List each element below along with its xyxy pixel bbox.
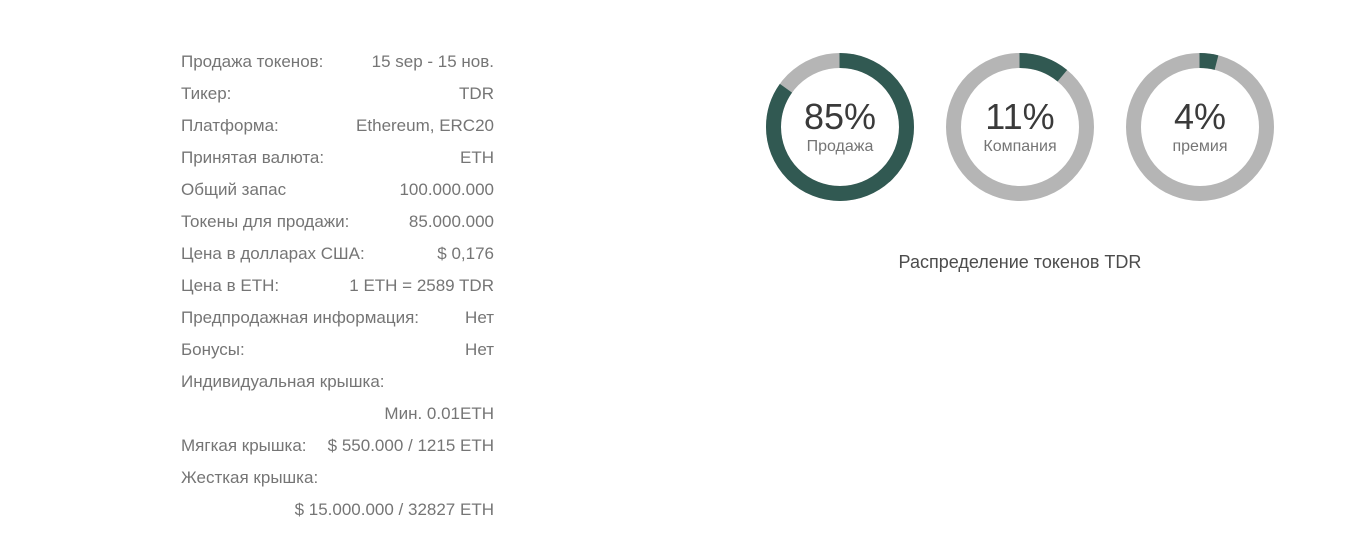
- info-value: $ 550.000 / 1215 ETH: [327, 436, 494, 455]
- donut-label: Компания: [983, 138, 1057, 156]
- donut-percent: 85%: [803, 95, 877, 137]
- token-distribution-charts: 85% Продажа 11% Компания: [766, 53, 1274, 273]
- donut-chart-company: 11% Компания: [946, 53, 1094, 201]
- info-label: Продажа токенов:: [181, 52, 324, 71]
- info-label: Принятая валюта:: [181, 148, 325, 167]
- donut-label: премия: [1172, 138, 1228, 156]
- info-row-ticker: Тикер: TDR: [181, 78, 494, 110]
- donut-value-arc: [1126, 53, 1274, 201]
- info-value: 85.000.000: [408, 212, 494, 231]
- info-label: Цена в долларах США:: [181, 244, 365, 263]
- donut-chart-row: 85% Продажа 11% Компания: [766, 53, 1274, 201]
- info-row-presale: Предпродажная информация: Нет: [181, 302, 494, 334]
- info-value: Нет: [465, 340, 494, 359]
- info-value: Мин. 0.01ETH: [384, 404, 494, 423]
- info-value: $ 0,176: [437, 244, 494, 263]
- info-row-tokens-for-sale: Токены для продажи: 85.000.000: [181, 206, 494, 238]
- info-value: Нет: [465, 308, 494, 327]
- info-label: Цена в ETH:: [181, 276, 280, 295]
- info-row-hard-cap: Жесткая крышка: $ 15.000.000 / 32827 ETH: [181, 462, 494, 526]
- info-value: TDR: [459, 84, 494, 103]
- info-row-token-sale: Продажа токенов: 15 sep - 15 нов.: [181, 46, 494, 78]
- donut-chart-bounty: 4% премия: [1126, 53, 1274, 201]
- donut-center: 85% Продажа: [781, 68, 899, 186]
- info-label: Тикер:: [181, 84, 232, 103]
- info-value: 15 sep - 15 нов.: [371, 52, 494, 71]
- info-label: Предпродажная информация:: [181, 308, 420, 327]
- donut-percent: 11%: [985, 95, 1055, 137]
- info-row-platform: Платформа: Ethereum, ERC20: [181, 110, 494, 142]
- info-row-total-supply: Общий запас 100.000.000: [181, 174, 494, 206]
- info-label: Индивидуальная крышка:: [181, 372, 385, 391]
- info-row-soft-cap: Мягкая крышка: $ 550.000 / 1215 ETH: [181, 430, 494, 462]
- info-label: Бонусы:: [181, 340, 245, 359]
- donut-ring-svg: [766, 53, 914, 201]
- info-label: Общий запас: [181, 180, 287, 199]
- donut-value-arc: [766, 53, 914, 201]
- info-label: Жесткая крышка:: [181, 468, 319, 487]
- donut-value-arc: [946, 53, 1094, 201]
- donut-label: Продажа: [806, 138, 874, 156]
- info-label: Платформа:: [181, 116, 279, 135]
- donut-center: 4% премия: [1141, 68, 1259, 186]
- info-label: Токены для продажи:: [181, 212, 350, 231]
- donut-ring-svg: [946, 53, 1094, 201]
- info-label: Мягкая крышка:: [181, 436, 307, 455]
- info-value: Ethereum, ERC20: [356, 116, 494, 135]
- info-row-individual-cap: Индивидуальная крышка: Мин. 0.01ETH: [181, 366, 494, 430]
- donut-percent: 4%: [1173, 95, 1227, 137]
- info-value: ETH: [460, 148, 494, 167]
- info-row-bonuses: Бонусы: Нет: [181, 334, 494, 366]
- info-value: 1 ETH = 2589 TDR: [349, 276, 494, 295]
- info-row-accepted-currency: Принятая валюта: ETH: [181, 142, 494, 174]
- donut-chart-sale: 85% Продажа: [766, 53, 914, 201]
- token-info-table: Продажа токенов: 15 sep - 15 нов. Тикер:…: [181, 46, 494, 526]
- chart-title: Распределение токенов TDR: [898, 252, 1142, 272]
- donut-ring-svg: [1126, 53, 1274, 201]
- info-value: 100.000.000: [399, 180, 494, 199]
- info-value: $ 15.000.000 / 32827 ETH: [294, 500, 494, 519]
- info-row-usd-price: Цена в долларах США: $ 0,176: [181, 238, 494, 270]
- info-row-eth-price: Цена в ETH: 1 ETH = 2589 TDR: [181, 270, 494, 302]
- donut-center: 11% Компания: [961, 68, 1079, 186]
